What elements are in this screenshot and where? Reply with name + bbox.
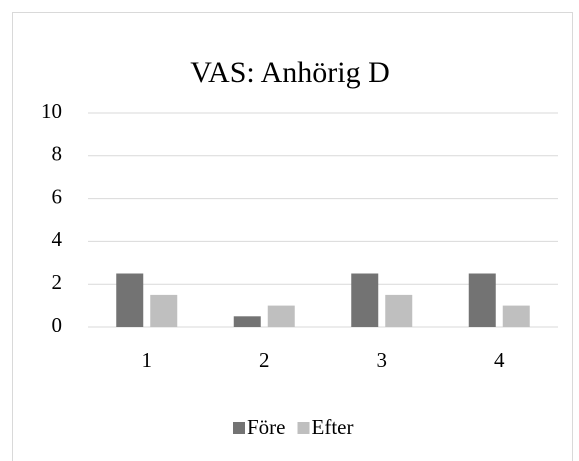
- legend-swatch: [233, 422, 245, 434]
- y-tick-label: 10: [41, 99, 62, 123]
- chart-title: VAS: Anhörig D: [190, 56, 389, 89]
- x-tick-label: 3: [377, 348, 388, 372]
- y-tick-label: 0: [52, 313, 63, 337]
- bar: [233, 316, 261, 327]
- y-tick-label: 4: [52, 227, 63, 251]
- y-tick-label: 2: [52, 270, 63, 294]
- legend-swatch: [297, 422, 310, 434]
- bar: [351, 273, 379, 327]
- bar: [385, 294, 413, 327]
- x-tick-label: 2: [259, 348, 270, 372]
- x-tick-label: 4: [494, 348, 505, 372]
- x-tick-label: 1: [142, 348, 153, 372]
- legend-label: Före: [247, 415, 286, 439]
- legend-label: Efter: [312, 415, 354, 439]
- chart-border: [12, 12, 573, 461]
- bar: [116, 273, 144, 327]
- bar: [150, 294, 178, 327]
- bar: [502, 305, 530, 327]
- bar: [468, 273, 496, 327]
- y-tick-label: 6: [52, 184, 63, 208]
- bar: [267, 305, 295, 327]
- y-tick-label: 8: [52, 142, 63, 166]
